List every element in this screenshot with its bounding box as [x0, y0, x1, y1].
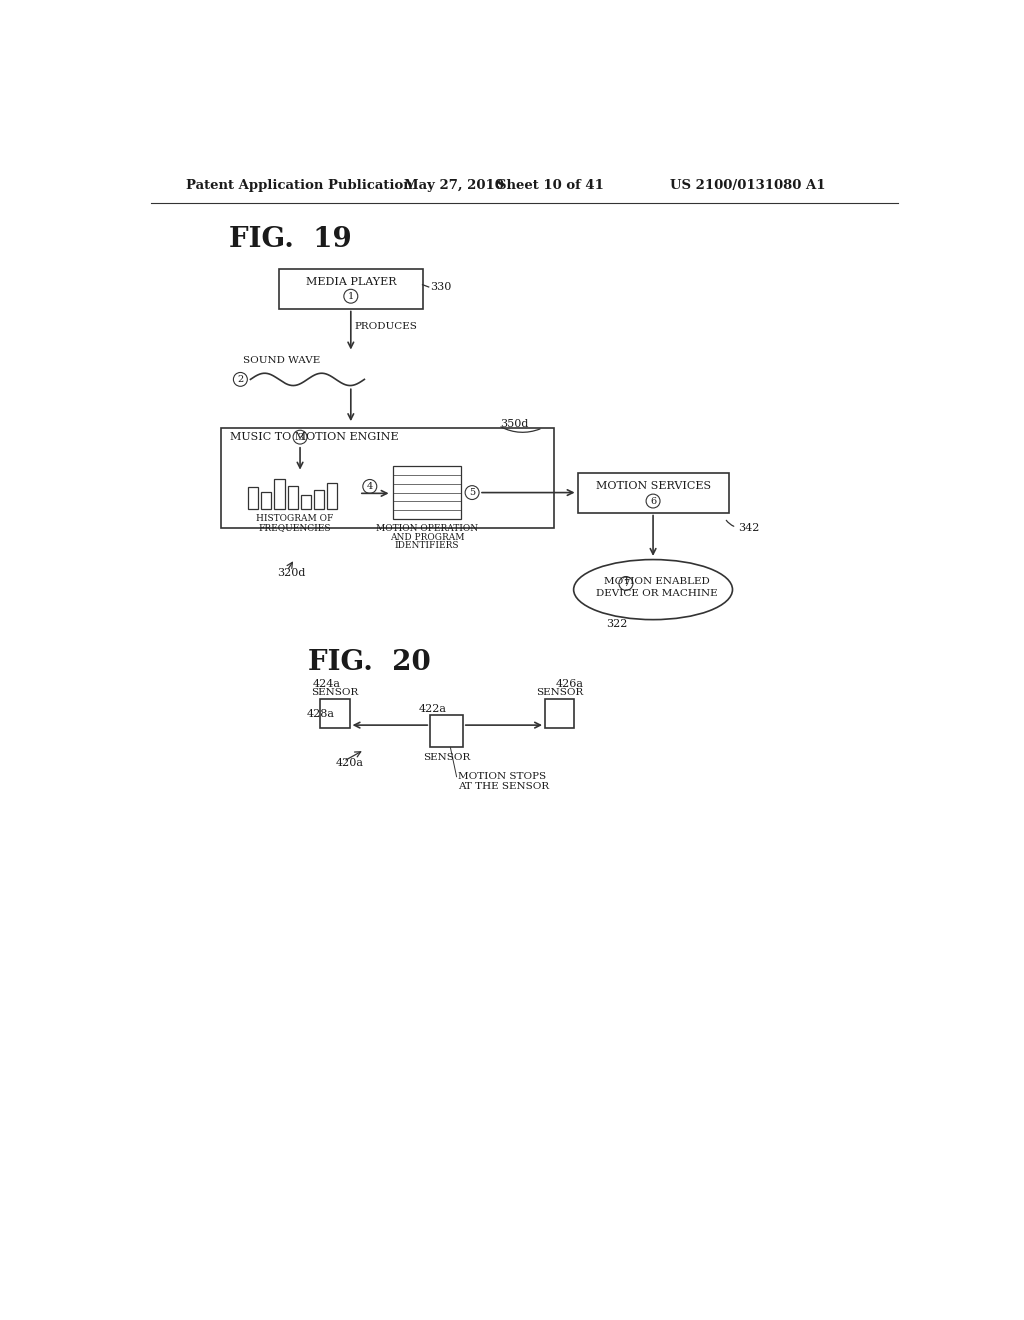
- Text: SOUND WAVE: SOUND WAVE: [243, 355, 319, 364]
- Text: MOTION STOPS: MOTION STOPS: [458, 772, 546, 781]
- FancyBboxPatch shape: [321, 700, 349, 729]
- FancyBboxPatch shape: [248, 487, 258, 508]
- Text: 2: 2: [238, 375, 244, 384]
- FancyBboxPatch shape: [578, 473, 729, 512]
- Text: SENSOR: SENSOR: [423, 752, 470, 762]
- Text: MOTION OPERATION: MOTION OPERATION: [376, 524, 478, 533]
- Text: 422a: 422a: [419, 704, 446, 714]
- Text: FIG.  20: FIG. 20: [308, 649, 430, 676]
- FancyBboxPatch shape: [328, 483, 337, 508]
- FancyBboxPatch shape: [393, 466, 461, 519]
- FancyBboxPatch shape: [430, 715, 463, 747]
- Text: 320d: 320d: [276, 568, 305, 578]
- Text: 3: 3: [297, 433, 303, 442]
- Text: 7: 7: [623, 579, 629, 587]
- Text: 350d: 350d: [500, 418, 528, 429]
- Text: 5: 5: [469, 488, 475, 498]
- Text: HISTOGRAM OF: HISTOGRAM OF: [256, 515, 333, 523]
- FancyBboxPatch shape: [301, 495, 311, 508]
- Text: SENSOR: SENSOR: [311, 688, 358, 697]
- Text: MUSIC TO MOTION ENGINE: MUSIC TO MOTION ENGINE: [230, 432, 399, 442]
- Text: 330: 330: [430, 282, 452, 292]
- Text: PRODUCES: PRODUCES: [354, 322, 418, 331]
- Text: AND PROGRAM: AND PROGRAM: [390, 533, 465, 541]
- FancyBboxPatch shape: [545, 700, 574, 729]
- Text: 424a: 424a: [312, 678, 340, 689]
- Text: May 27, 2010: May 27, 2010: [403, 178, 504, 191]
- Text: 1: 1: [348, 292, 354, 301]
- Text: MEDIA PLAYER: MEDIA PLAYER: [305, 277, 396, 286]
- FancyBboxPatch shape: [261, 492, 271, 508]
- Text: AT THE SENSOR: AT THE SENSOR: [458, 783, 549, 791]
- FancyBboxPatch shape: [288, 486, 298, 508]
- Text: 6: 6: [650, 496, 656, 506]
- Text: Sheet 10 of 41: Sheet 10 of 41: [497, 178, 604, 191]
- FancyBboxPatch shape: [221, 428, 554, 528]
- Text: 420a: 420a: [336, 758, 364, 768]
- Text: IDENTIFIERS: IDENTIFIERS: [395, 541, 460, 550]
- FancyBboxPatch shape: [274, 479, 285, 508]
- Text: 322: 322: [606, 619, 628, 630]
- Ellipse shape: [573, 560, 732, 619]
- Text: MOTION SERVICES: MOTION SERVICES: [596, 480, 711, 491]
- Text: US 2100/0131080 A1: US 2100/0131080 A1: [671, 178, 826, 191]
- FancyBboxPatch shape: [314, 490, 324, 508]
- Text: SENSOR: SENSOR: [536, 688, 584, 697]
- FancyBboxPatch shape: [280, 268, 423, 309]
- Text: Patent Application Publication: Patent Application Publication: [186, 178, 413, 191]
- Text: 426a: 426a: [556, 678, 584, 689]
- Text: FIG.  19: FIG. 19: [228, 226, 351, 252]
- Text: FREQUENCIES: FREQUENCIES: [258, 523, 331, 532]
- Text: 342: 342: [738, 523, 760, 533]
- Text: 428a: 428a: [306, 709, 334, 719]
- Text: 4: 4: [367, 482, 373, 491]
- Text: MOTION ENABLED: MOTION ENABLED: [604, 577, 710, 586]
- Text: DEVICE OR MACHINE: DEVICE OR MACHINE: [596, 589, 718, 598]
